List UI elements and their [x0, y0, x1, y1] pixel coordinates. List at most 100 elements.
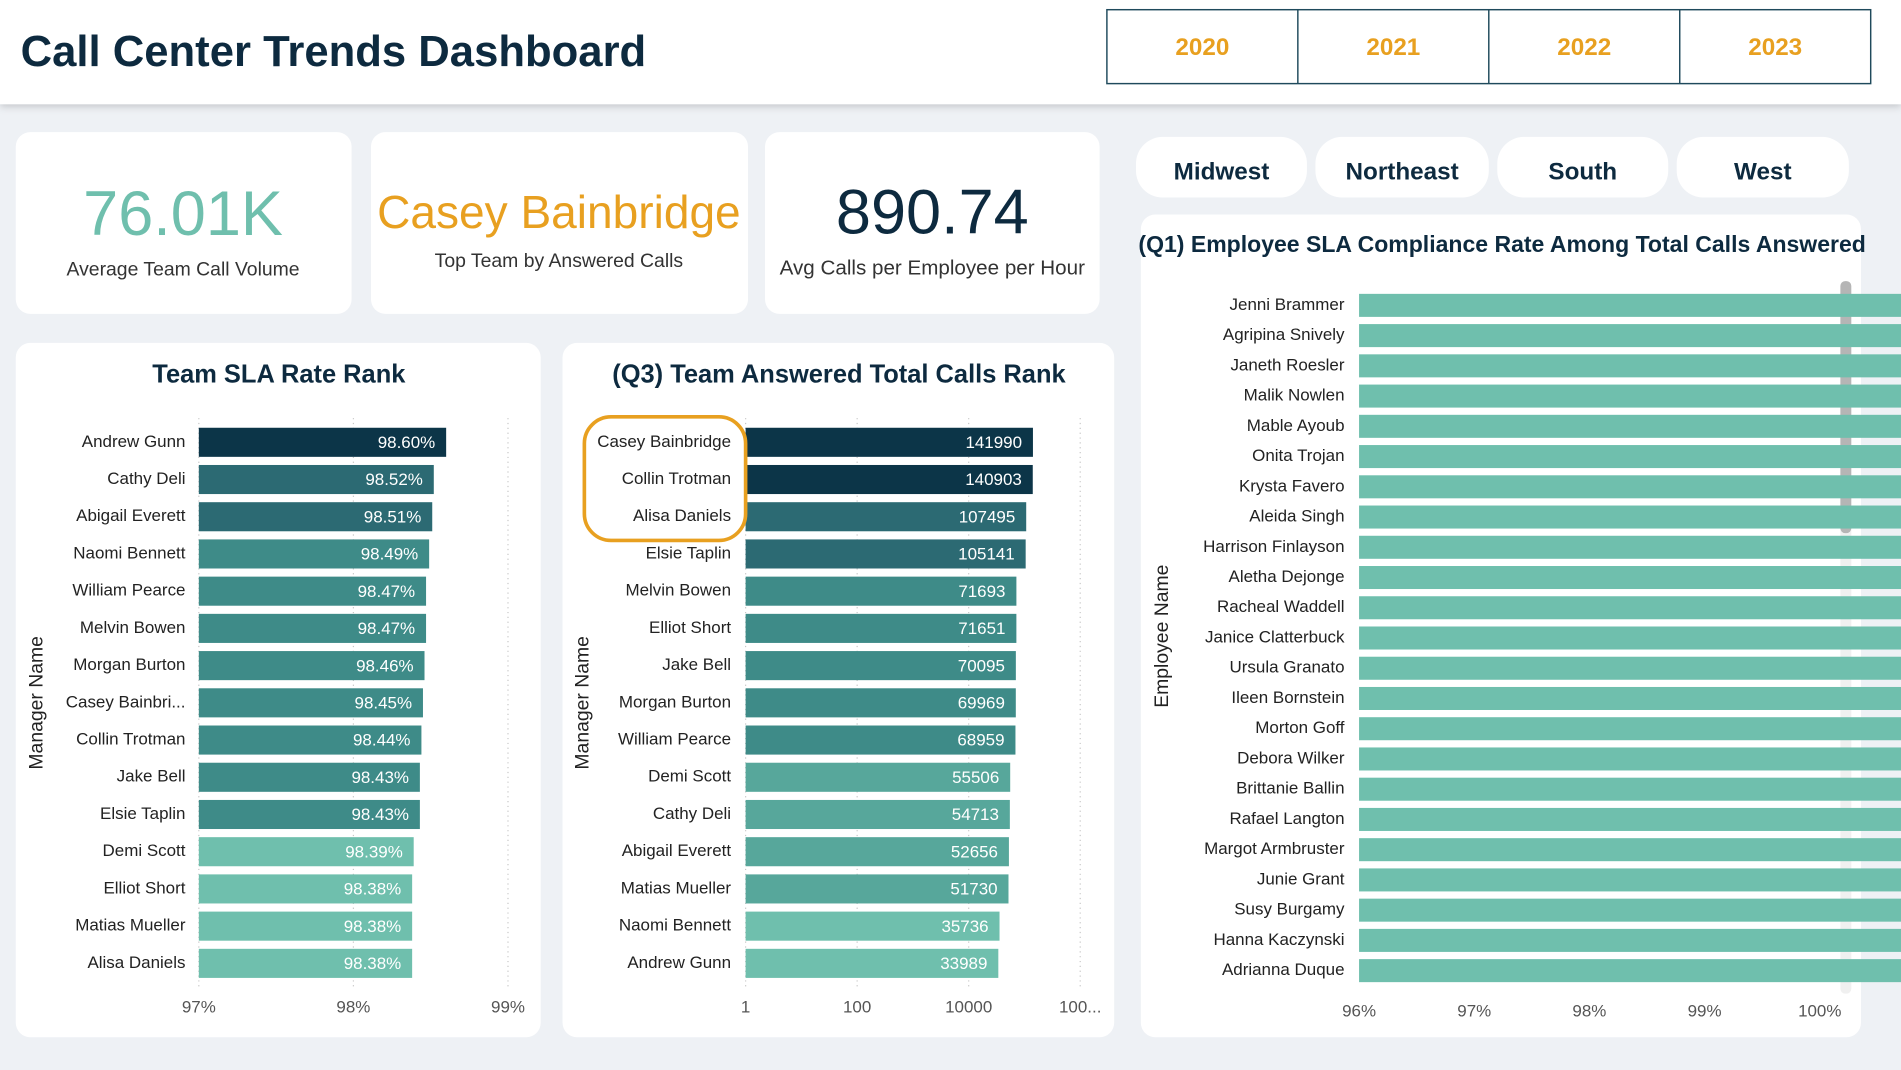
bar-segment: [1359, 384, 1901, 408]
bar-segment: [1359, 656, 1901, 680]
bar: [745, 502, 1027, 532]
bar-segment: [1359, 807, 1901, 831]
bar-segment: [1359, 324, 1901, 348]
bar: [745, 651, 1016, 681]
y-tick-label: Brittanie Ballin: [1236, 779, 1344, 798]
x-tick-label: 1: [741, 998, 750, 1017]
value-label: 51730: [950, 880, 997, 899]
y-tick-label: Racheal Waddell: [1217, 597, 1345, 616]
bar: [745, 688, 1016, 718]
bar: [745, 948, 999, 978]
x-tick-label: 98%: [1572, 1001, 1606, 1020]
y-tick-label: Krysta Favero: [1239, 476, 1345, 495]
y-tick-label: Jake Bell: [117, 767, 186, 786]
year-button[interactable]: 2021: [1366, 34, 1420, 61]
value-label: 35736: [941, 917, 988, 936]
value-label: 98.47%: [358, 619, 416, 638]
chart-title: Team SLA Rate Rank: [152, 360, 406, 388]
y-tick-label: Janice Clatterbuck: [1205, 627, 1345, 646]
bar: [745, 874, 1009, 904]
bar: [198, 725, 422, 755]
y-tick-label: Agripina Snively: [1223, 325, 1345, 344]
y-tick-label: Debora Wilker: [1237, 748, 1345, 767]
bar: [198, 874, 413, 904]
y-tick-label: Cathy Deli: [653, 804, 731, 823]
year-button[interactable]: 2023: [1748, 34, 1802, 61]
kpi-card: [370, 132, 749, 314]
kpi-value: 890.74: [836, 178, 1029, 248]
y-tick-label: Andrew Gunn: [82, 432, 186, 451]
region-button[interactable]: [1315, 136, 1489, 198]
year-button[interactable]: 2022: [1557, 34, 1611, 61]
bar: [198, 651, 425, 681]
x-tick-label: 100%: [1798, 1001, 1841, 1020]
value-label: 105141: [958, 545, 1015, 564]
region-button[interactable]: [1135, 136, 1307, 198]
y-tick-label: Abigail Everett: [622, 841, 732, 860]
y-tick-label: Jenni Brammer: [1230, 295, 1345, 314]
y-tick-label: Alisa Daniels: [87, 953, 185, 972]
y-tick-label: William Pearce: [618, 730, 731, 749]
bar: [745, 762, 1011, 792]
value-label: 98.39%: [345, 842, 403, 861]
bar-segment: [1359, 747, 1901, 771]
bar-segment: [1359, 354, 1901, 378]
region-label[interactable]: South: [1548, 159, 1617, 186]
y-tick-label: Hanna Kaczynski: [1214, 930, 1345, 949]
value-label: 98.51%: [364, 507, 422, 526]
bar: [198, 799, 420, 830]
y-tick-label: Ileen Bornstein: [1231, 688, 1344, 707]
value-label: 70095: [958, 656, 1005, 675]
y-tick-label: Junie Grant: [1257, 869, 1345, 888]
y-tick-label: Morgan Burton: [619, 692, 731, 711]
region-label[interactable]: Midwest: [1174, 159, 1270, 186]
y-tick-label: Malik Nowlen: [1244, 386, 1345, 405]
value-label: 98.44%: [353, 731, 411, 750]
value-label: 68959: [957, 731, 1004, 750]
bar-segment: [1359, 928, 1901, 952]
y-tick-label: Harrison Finlayson: [1203, 537, 1344, 556]
bar: [198, 948, 413, 978]
bar-segment: [1359, 717, 1901, 741]
value-label: 107495: [959, 507, 1016, 526]
bar: [198, 688, 423, 718]
bar: [745, 576, 1017, 606]
region-button[interactable]: [1676, 136, 1849, 198]
region-button[interactable]: [1497, 136, 1669, 198]
y-tick-label: Elsie Taplin: [646, 543, 731, 562]
y-tick-label: Morton Goff: [1255, 718, 1345, 737]
value-label: 98.45%: [355, 694, 413, 713]
region-label[interactable]: West: [1734, 159, 1791, 186]
bar: [198, 427, 447, 457]
dashboard-title: Call Center Trends Dashboard: [21, 28, 647, 76]
value-label: 98.49%: [361, 545, 419, 564]
axis-title: Employee Name: [1151, 565, 1173, 708]
value-label: 71693: [958, 582, 1005, 601]
y-tick-label: Susy Burgamy: [1234, 900, 1345, 919]
x-tick-label: 100...: [1059, 998, 1101, 1017]
bar-segment: [1359, 445, 1901, 469]
y-tick-label: Abigail Everett: [76, 506, 186, 525]
region-label[interactable]: Northeast: [1346, 159, 1459, 186]
year-button[interactable]: 2020: [1175, 34, 1229, 61]
y-tick-label: Melvin Bowen: [80, 618, 186, 637]
bar-segment: [1359, 414, 1901, 438]
y-tick-label: Naomi Bennett: [619, 916, 731, 935]
x-tick-label: 98%: [336, 998, 370, 1017]
value-label: 69969: [958, 694, 1005, 713]
y-tick-label: Elliot Short: [103, 878, 185, 897]
y-tick-label: Collin Trotman: [76, 730, 185, 749]
value-label: 55506: [952, 768, 999, 787]
value-label: 98.38%: [344, 917, 402, 936]
x-tick-label: 99%: [1688, 1001, 1722, 1020]
bar: [745, 613, 1017, 643]
bar: [198, 464, 434, 495]
y-tick-label: Casey Bainbridge: [597, 432, 731, 451]
y-tick-label: Cathy Deli: [107, 469, 185, 488]
kpi-label: Avg Calls per Employee per Hour: [780, 256, 1085, 279]
x-tick-label: 96%: [1342, 1001, 1376, 1020]
value-label: 98.47%: [358, 582, 416, 601]
y-tick-label: Onita Trojan: [1252, 446, 1344, 465]
chart-title: (Q3) Team Answered Total Calls Rank: [612, 360, 1066, 388]
